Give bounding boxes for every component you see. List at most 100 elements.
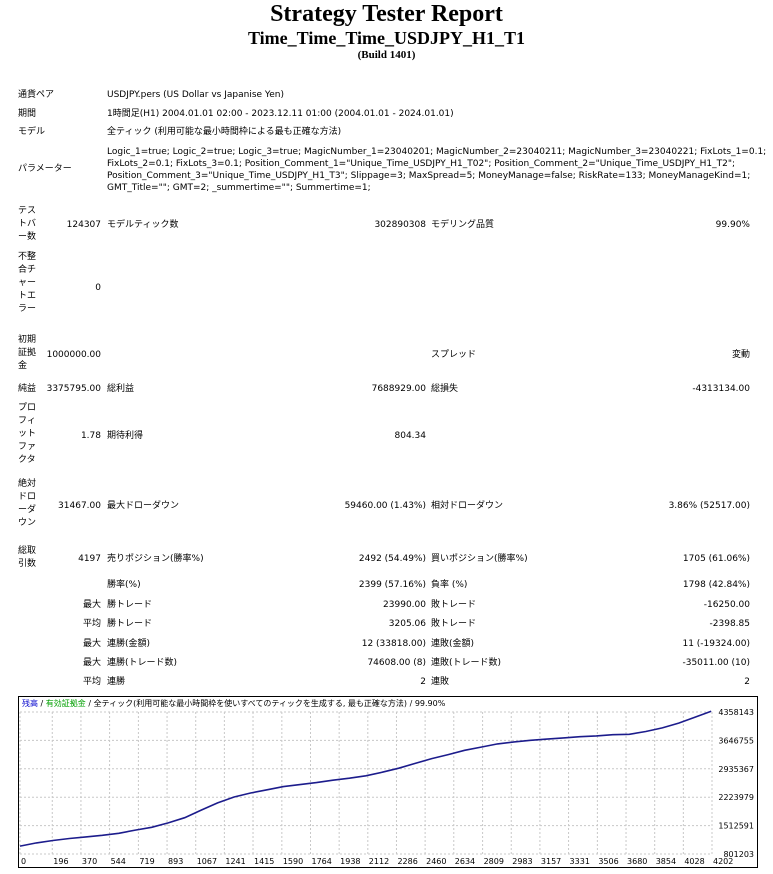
- spread-value: 変動: [731, 350, 750, 360]
- legend-entry: / 全ティック(利用可能な最小時間枠を使いすべてのティックを生成する, 最も正確…: [86, 698, 446, 708]
- largest-win-label: 勝トレード: [107, 600, 153, 610]
- avg-win-label: 勝トレード: [107, 619, 153, 629]
- legend-entry: 残高: [22, 698, 38, 708]
- x-axis-ticks: 0 196 370 544 719 893 1067 1241 1415 1590 1764 1938…: [21, 857, 733, 866]
- x-tick-label: 0: [21, 857, 26, 866]
- largest-win-value: 23990.00: [383, 600, 426, 610]
- total-trades-value: 4197: [78, 554, 101, 564]
- gross-profit-value: 7688929.00: [371, 384, 426, 394]
- avg-loss-label: 敗トレード: [431, 619, 477, 629]
- x-tick-label: 370: [82, 857, 97, 866]
- pair-label: 通貨ペア: [18, 90, 55, 100]
- long-positions-label: 買いポジション(勝率%): [431, 554, 528, 564]
- report-subtitle: Time_Time_Time_USDJPY_H1_T1: [247, 28, 525, 48]
- x-tick-label: 2634: [455, 857, 475, 866]
- max-cons-profit-label: 連勝(トレード数): [107, 658, 178, 668]
- x-tick-label: 2983: [512, 857, 532, 866]
- short-positions-value: 2492 (54.49%): [358, 554, 426, 564]
- max-cons-prefix: 最大: [82, 639, 101, 649]
- max-cons-profit-value: 74608.00 (8): [367, 658, 426, 668]
- model-label: モデル: [18, 127, 46, 137]
- x-tick-label: 3506: [598, 857, 618, 866]
- period-label: 期間: [18, 109, 37, 119]
- loss-rate-label: 負率 (%): [431, 580, 468, 590]
- legend-entry: 有効証拠金: [46, 698, 86, 708]
- profit-factor-label: プロフィットファクタ: [18, 403, 37, 465]
- chart-frame: [18, 696, 758, 868]
- max-cons-wins-value: 12 (33818.00): [361, 639, 426, 649]
- avg-loss-value: -2398.85: [709, 619, 750, 629]
- model-ticks-label: モデルティック数: [107, 220, 179, 230]
- x-tick-label: 893: [168, 857, 183, 866]
- avg-cons-prefix: 平均: [82, 677, 101, 687]
- initial-deposit-value: 1000000.00: [46, 350, 101, 360]
- x-tick-label: 2460: [426, 857, 446, 866]
- x-tick-label: 1415: [254, 857, 274, 866]
- avg-cons-wins-label: 連勝: [107, 677, 126, 687]
- x-tick-label: 1241: [225, 857, 245, 866]
- max-cons2-prefix: 最大: [82, 658, 101, 668]
- build-number: (Build 1401): [357, 49, 416, 61]
- largest-prefix: 最大: [82, 600, 101, 610]
- max-dd-value: 59460.00 (1.43%): [344, 501, 426, 511]
- total-trades-label: 総取引数: [18, 546, 37, 569]
- model-value: 全ティック (利用可能な最小時間枠による最も正確な方法): [107, 127, 342, 137]
- y-tick-label: 3646755: [718, 736, 754, 745]
- test-bars-label: テストバー数: [18, 206, 37, 242]
- initial-deposit-label: 初期証拠金: [18, 335, 37, 371]
- net-profit-value: 3375795.00: [46, 384, 101, 394]
- x-tick-label: 4202: [713, 857, 733, 866]
- x-tick-label: 3157: [541, 857, 561, 866]
- mismatch-label: 不整合チャートエラー: [18, 252, 37, 314]
- pair-value: USDJPY.pers (US Dollar vs Japanise Yen): [107, 90, 284, 100]
- max-cons-losses-label: 連敗(金額): [431, 639, 475, 649]
- largest-loss-label: 敗トレード: [431, 600, 477, 610]
- avg-win-value: 3205.06: [388, 619, 426, 629]
- long-positions-value: 1705 (61.06%): [682, 554, 750, 564]
- largest-loss-value: -16250.00: [703, 600, 750, 610]
- x-tick-label: 196: [53, 857, 68, 866]
- params-line-1: Logic_1=true; Logic_2=true; Logic_3=true…: [107, 147, 767, 157]
- params-label: パラメーター: [18, 164, 72, 174]
- chart-legend: 残高 / 有効証拠金 / 全ティック(利用可能な最小時間枠を使いすべてのティック…: [22, 698, 446, 708]
- y-tick-label: 1512591: [718, 822, 754, 831]
- x-tick-label: 4028: [684, 857, 704, 866]
- y-tick-label: 4358143: [718, 708, 754, 717]
- expected-payoff-label: 期待利得: [107, 431, 144, 441]
- max-dd-label: 最大ドローダウン: [107, 501, 180, 511]
- x-tick-label: 2286: [397, 857, 417, 866]
- avg-cons-losses-value: 2: [744, 677, 750, 687]
- abs-dd-value: 31467.00: [58, 501, 101, 511]
- test-bars-value: 124307: [66, 220, 101, 230]
- win-rate-label: 勝率(%): [107, 580, 141, 590]
- abs-dd-label: 絶対ドローダウン: [18, 479, 37, 528]
- gross-profit-label: 総利益: [107, 384, 135, 394]
- balance-chart: 残高 / 有効証拠金 / 全ティック(利用可能な最小時間枠を使いすべてのティック…: [18, 696, 758, 868]
- x-tick-label: 1067: [197, 857, 217, 866]
- x-tick-label: 1764: [312, 857, 332, 866]
- max-cons-losses-value: 11 (-19324.00): [682, 639, 750, 649]
- params-line-3: Position_Comment_3="Unique_Time_USDJPY_H…: [107, 171, 751, 181]
- average-prefix: 平均: [82, 619, 101, 629]
- y-tick-label: 2223979: [718, 793, 754, 802]
- x-tick-label: 3854: [656, 857, 676, 866]
- max-cons-loss-label: 連敗(トレード数): [431, 658, 502, 668]
- win-rate-value: 2399 (57.16%): [358, 580, 426, 590]
- x-tick-label: 1590: [283, 857, 303, 866]
- balance-line: [19, 710, 712, 847]
- avg-cons-losses-label: 連敗: [431, 677, 450, 687]
- max-cons-wins-label: 連勝(金額): [107, 639, 151, 649]
- chart-grid: [19, 711, 713, 855]
- gross-loss-value: -4313134.00: [692, 384, 750, 394]
- x-tick-label: 2809: [484, 857, 504, 866]
- x-tick-label: 544: [111, 857, 126, 866]
- expected-payoff-value: 804.34: [394, 431, 427, 441]
- params-line-2: FixLots_2=0.1; FixLots_3=0.1; Position_C…: [107, 159, 736, 169]
- x-tick-label: 719: [139, 857, 154, 866]
- y-tick-label: 801203: [723, 850, 754, 859]
- profit-factor-value: 1.78: [80, 431, 101, 441]
- legend-entry: /: [38, 699, 46, 708]
- period-value: 1時間足(H1) 2004.01.01 02:00 - 2023.12.11 0…: [107, 109, 454, 119]
- y-axis-ticks: 801203 1512591 2223979 2935367 3646755 435814…: [718, 708, 754, 859]
- x-tick-label: 3680: [627, 857, 647, 866]
